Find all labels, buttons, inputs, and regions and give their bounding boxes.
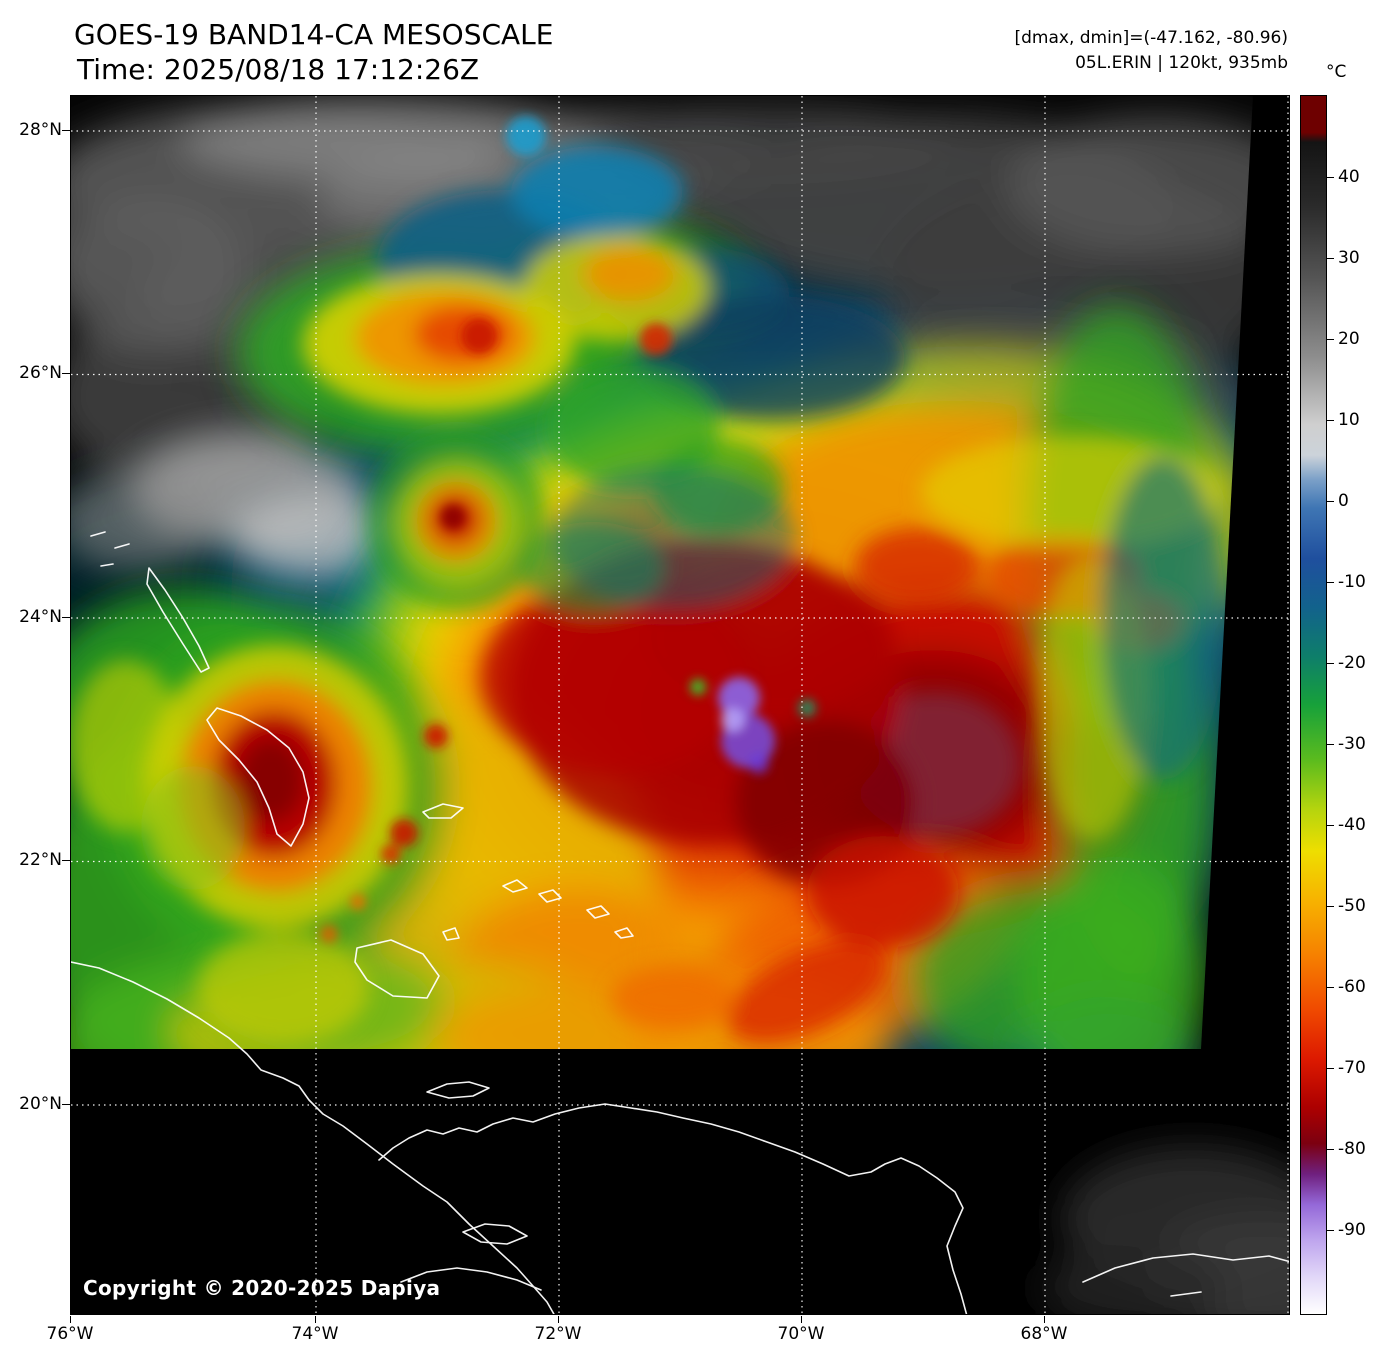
scan-edge-right — [1201, 96, 1289, 1049]
chart-title: GOES-19 BAND14-CA MESOSCALE — [74, 18, 554, 51]
colorbar-tick-label: -80 — [1338, 1139, 1366, 1159]
colorbar-tick-label: -40 — [1338, 815, 1366, 835]
colorbar-tick-label: -60 — [1338, 977, 1366, 997]
gonave-island — [462, 1223, 528, 1245]
caicos-2 — [538, 889, 562, 903]
x-tick-label: 74°W — [291, 1324, 339, 1344]
colorbar-tick-label: 10 — [1338, 410, 1360, 430]
y-tick-label: 24°N — [19, 607, 62, 627]
colorbar-tick-mark — [1327, 825, 1334, 826]
colorbar-tick-label: 30 — [1338, 248, 1360, 268]
map-plot: Copyright © 2020-2025 Dapiya — [70, 95, 1290, 1315]
y-tick-label: 28°N — [19, 120, 62, 140]
y-tick-label: 22°N — [19, 850, 62, 870]
colorbar-tick-mark — [1327, 744, 1334, 745]
puerto-rico-fragment — [1082, 1253, 1289, 1297]
y-tick-label: 20°N — [19, 1094, 62, 1114]
colorbar-tick-label: -10 — [1338, 572, 1366, 592]
turks-island — [614, 927, 634, 939]
small-cays — [90, 531, 130, 567]
colorbar-tick-mark — [1327, 663, 1334, 664]
long-island — [146, 567, 210, 673]
hotspot-layer — [320, 116, 816, 943]
colorbar-tick-label: -50 — [1338, 896, 1366, 916]
colorbar-tick-mark — [1327, 420, 1334, 421]
little-inagua — [442, 927, 460, 941]
colorbar-tick-label: -20 — [1338, 653, 1366, 673]
colorbar-tick-label: 20 — [1338, 329, 1360, 349]
caicos-3 — [586, 905, 610, 919]
colorbar-unit-label: °C — [1326, 62, 1347, 82]
x-tick-mark — [1044, 1316, 1045, 1323]
mayaguana — [422, 803, 464, 819]
tortue-island — [426, 1081, 490, 1099]
cuba-coast — [71, 961, 555, 1314]
y-tick-mark — [62, 617, 70, 618]
x-tick-label: 76°W — [46, 1324, 94, 1344]
x-tick-label: 72°W — [534, 1324, 582, 1344]
tiburon-peninsula — [400, 1267, 542, 1291]
colorbar-tick-mark — [1327, 177, 1334, 178]
temperature-colorbar — [1300, 95, 1327, 1315]
x-tick-mark — [801, 1316, 802, 1323]
x-tick-mark — [558, 1316, 559, 1323]
y-tick-mark — [62, 860, 70, 861]
colorbar-tick-label: 0 — [1338, 491, 1349, 511]
colorbar-tick-mark — [1327, 1149, 1334, 1150]
hispaniola-coast — [378, 1103, 968, 1314]
colorbar-tick-label: -30 — [1338, 734, 1366, 754]
satellite-image — [71, 96, 1289, 1314]
colorbar-tick-mark — [1327, 582, 1334, 583]
colorbar-tick-mark — [1327, 906, 1334, 907]
colorbar-tick-mark — [1327, 1230, 1334, 1231]
great-inagua — [354, 939, 440, 999]
colorbar-tick-mark — [1327, 987, 1334, 988]
x-tick-label: 70°W — [777, 1324, 825, 1344]
colorbar-tick-mark — [1327, 258, 1334, 259]
caicos-1 — [502, 879, 528, 893]
colorbar-tick-label: 40 — [1338, 167, 1360, 187]
colorbar-tick-label: -70 — [1338, 1058, 1366, 1078]
x-tick-label: 68°W — [1020, 1324, 1068, 1344]
colorbar-tick-mark — [1327, 1068, 1334, 1069]
dmax-dmin-readout: [dmax, dmin]=(-47.162, -80.96) — [1014, 28, 1289, 48]
y-tick-mark — [62, 373, 70, 374]
chart-time: Time: 2025/08/18 17:12:26Z — [77, 53, 480, 86]
colorbar-tick-mark — [1327, 339, 1334, 340]
coastlines — [71, 531, 1289, 1314]
crooked-acklins — [206, 707, 310, 847]
bottom-right-clouds — [1041, 1146, 1289, 1314]
y-tick-mark — [62, 1104, 70, 1105]
storm-info: 05L.ERIN | 120kt, 935mb — [1075, 53, 1288, 73]
y-tick-label: 26°N — [19, 363, 62, 383]
colorbar-tick-label: -90 — [1338, 1220, 1366, 1240]
x-tick-mark — [70, 1316, 71, 1323]
colorbar-tick-mark — [1327, 501, 1334, 502]
y-tick-mark — [62, 130, 70, 131]
copyright-text: Copyright © 2020-2025 Dapiya — [83, 1276, 441, 1300]
x-tick-mark — [315, 1316, 316, 1323]
